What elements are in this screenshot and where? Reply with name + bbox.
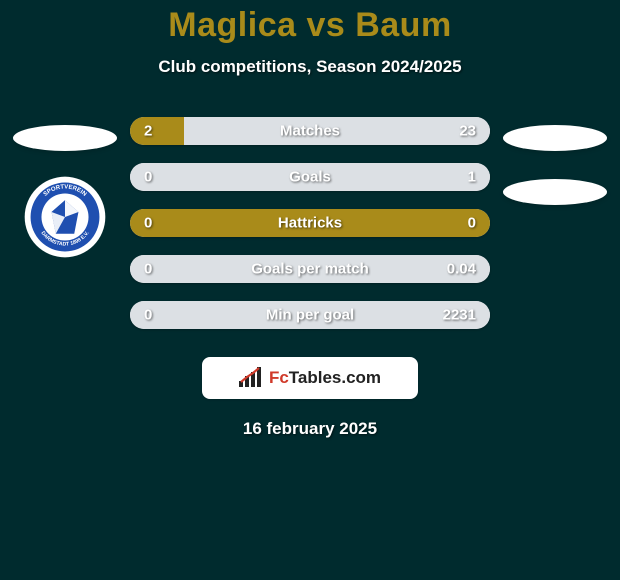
bar-label: Goals per match xyxy=(251,261,369,278)
stat-bar-goals-per-match: 0 Goals per match 0.04 xyxy=(130,255,490,283)
comparison-card: Maglica vs Baum Club competitions, Seaso… xyxy=(0,0,620,580)
right-player-placeholder-2 xyxy=(503,179,607,205)
stat-bar-min-per-goal: 0 Min per goal 2231 xyxy=(130,301,490,329)
bar-fill-left xyxy=(130,117,184,145)
bar-value-left: 2 xyxy=(144,123,152,140)
bar-value-right: 2231 xyxy=(443,307,476,324)
bar-label: Hattricks xyxy=(278,215,342,232)
bar-value-right: 23 xyxy=(459,123,476,140)
bar-label: Min per goal xyxy=(266,307,354,324)
stat-bar-goals: 0 Goals 1 xyxy=(130,163,490,191)
bar-value-right: 0.04 xyxy=(447,261,476,278)
stat-bar-hattricks: 0 Hattricks 0 xyxy=(130,209,490,237)
subtitle: Club competitions, Season 2024/2025 xyxy=(0,57,620,77)
left-column: SPORTVEREIN DARMSTADT 1898 E.V. xyxy=(6,117,124,259)
bar-value-left: 0 xyxy=(144,215,152,232)
bar-value-left: 0 xyxy=(144,169,152,186)
bar-value-left: 0 xyxy=(144,307,152,324)
right-player-placeholder-1 xyxy=(503,125,607,151)
right-column xyxy=(496,117,614,205)
brand-bars-icon xyxy=(239,367,263,389)
brand-box[interactable]: FcTables.com xyxy=(202,357,418,399)
left-player-placeholder xyxy=(13,125,117,151)
bar-label: Goals xyxy=(289,169,331,186)
date-line: 16 february 2025 xyxy=(0,419,620,439)
stat-bars: 2 Matches 23 0 Goals 1 0 Hattricks 0 0 Goals per m… xyxy=(124,117,496,347)
stat-bar-matches: 2 Matches 23 xyxy=(130,117,490,145)
bar-value-right: 0 xyxy=(468,215,476,232)
bar-value-right: 1 xyxy=(468,169,476,186)
bar-value-left: 0 xyxy=(144,261,152,278)
left-club-logo: SPORTVEREIN DARMSTADT 1898 E.V. xyxy=(23,175,107,259)
content-row: SPORTVEREIN DARMSTADT 1898 E.V. 2 Matches… xyxy=(0,117,620,347)
bar-label: Matches xyxy=(280,123,340,140)
page-title: Maglica vs Baum xyxy=(0,0,620,45)
brand-text: FcTables.com xyxy=(269,368,381,388)
